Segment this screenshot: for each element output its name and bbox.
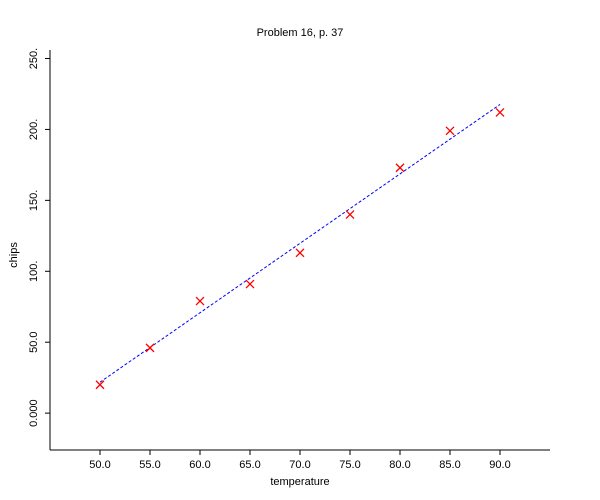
data-point bbox=[195, 296, 205, 306]
x-tick-label: 85.0 bbox=[439, 459, 460, 471]
data-point bbox=[495, 107, 505, 117]
fit-line bbox=[99, 104, 501, 383]
y-tick-label: 0.000 bbox=[28, 399, 40, 427]
x-tick-label: 60.0 bbox=[189, 459, 210, 471]
data-point bbox=[145, 343, 155, 353]
y-tick-label: 200. bbox=[28, 119, 40, 140]
y-axis-label: chips bbox=[8, 242, 20, 268]
y-tick-label: 150. bbox=[28, 190, 40, 211]
x-tick-label: 80.0 bbox=[389, 459, 410, 471]
data-point bbox=[95, 380, 105, 390]
data-point bbox=[445, 126, 455, 136]
x-tick-label: 55.0 bbox=[139, 459, 160, 471]
x-tick-label: 70.0 bbox=[289, 459, 310, 471]
y-tick-label: 100. bbox=[28, 261, 40, 282]
data-point bbox=[345, 210, 355, 219]
data-point bbox=[245, 279, 255, 289]
y-tick-label: 50.0 bbox=[28, 331, 40, 352]
x-tick-label: 50.0 bbox=[89, 459, 110, 471]
x-tick-label: 90.0 bbox=[489, 459, 510, 471]
data-point bbox=[395, 163, 405, 173]
x-axis-label: temperature bbox=[270, 476, 329, 488]
chart-title: Problem 16, p. 37 bbox=[257, 27, 344, 39]
data-point bbox=[295, 248, 305, 258]
x-tick-label: 75.0 bbox=[339, 459, 360, 471]
x-tick-label: 65.0 bbox=[239, 459, 260, 471]
y-tick-label: 250. bbox=[28, 48, 40, 69]
